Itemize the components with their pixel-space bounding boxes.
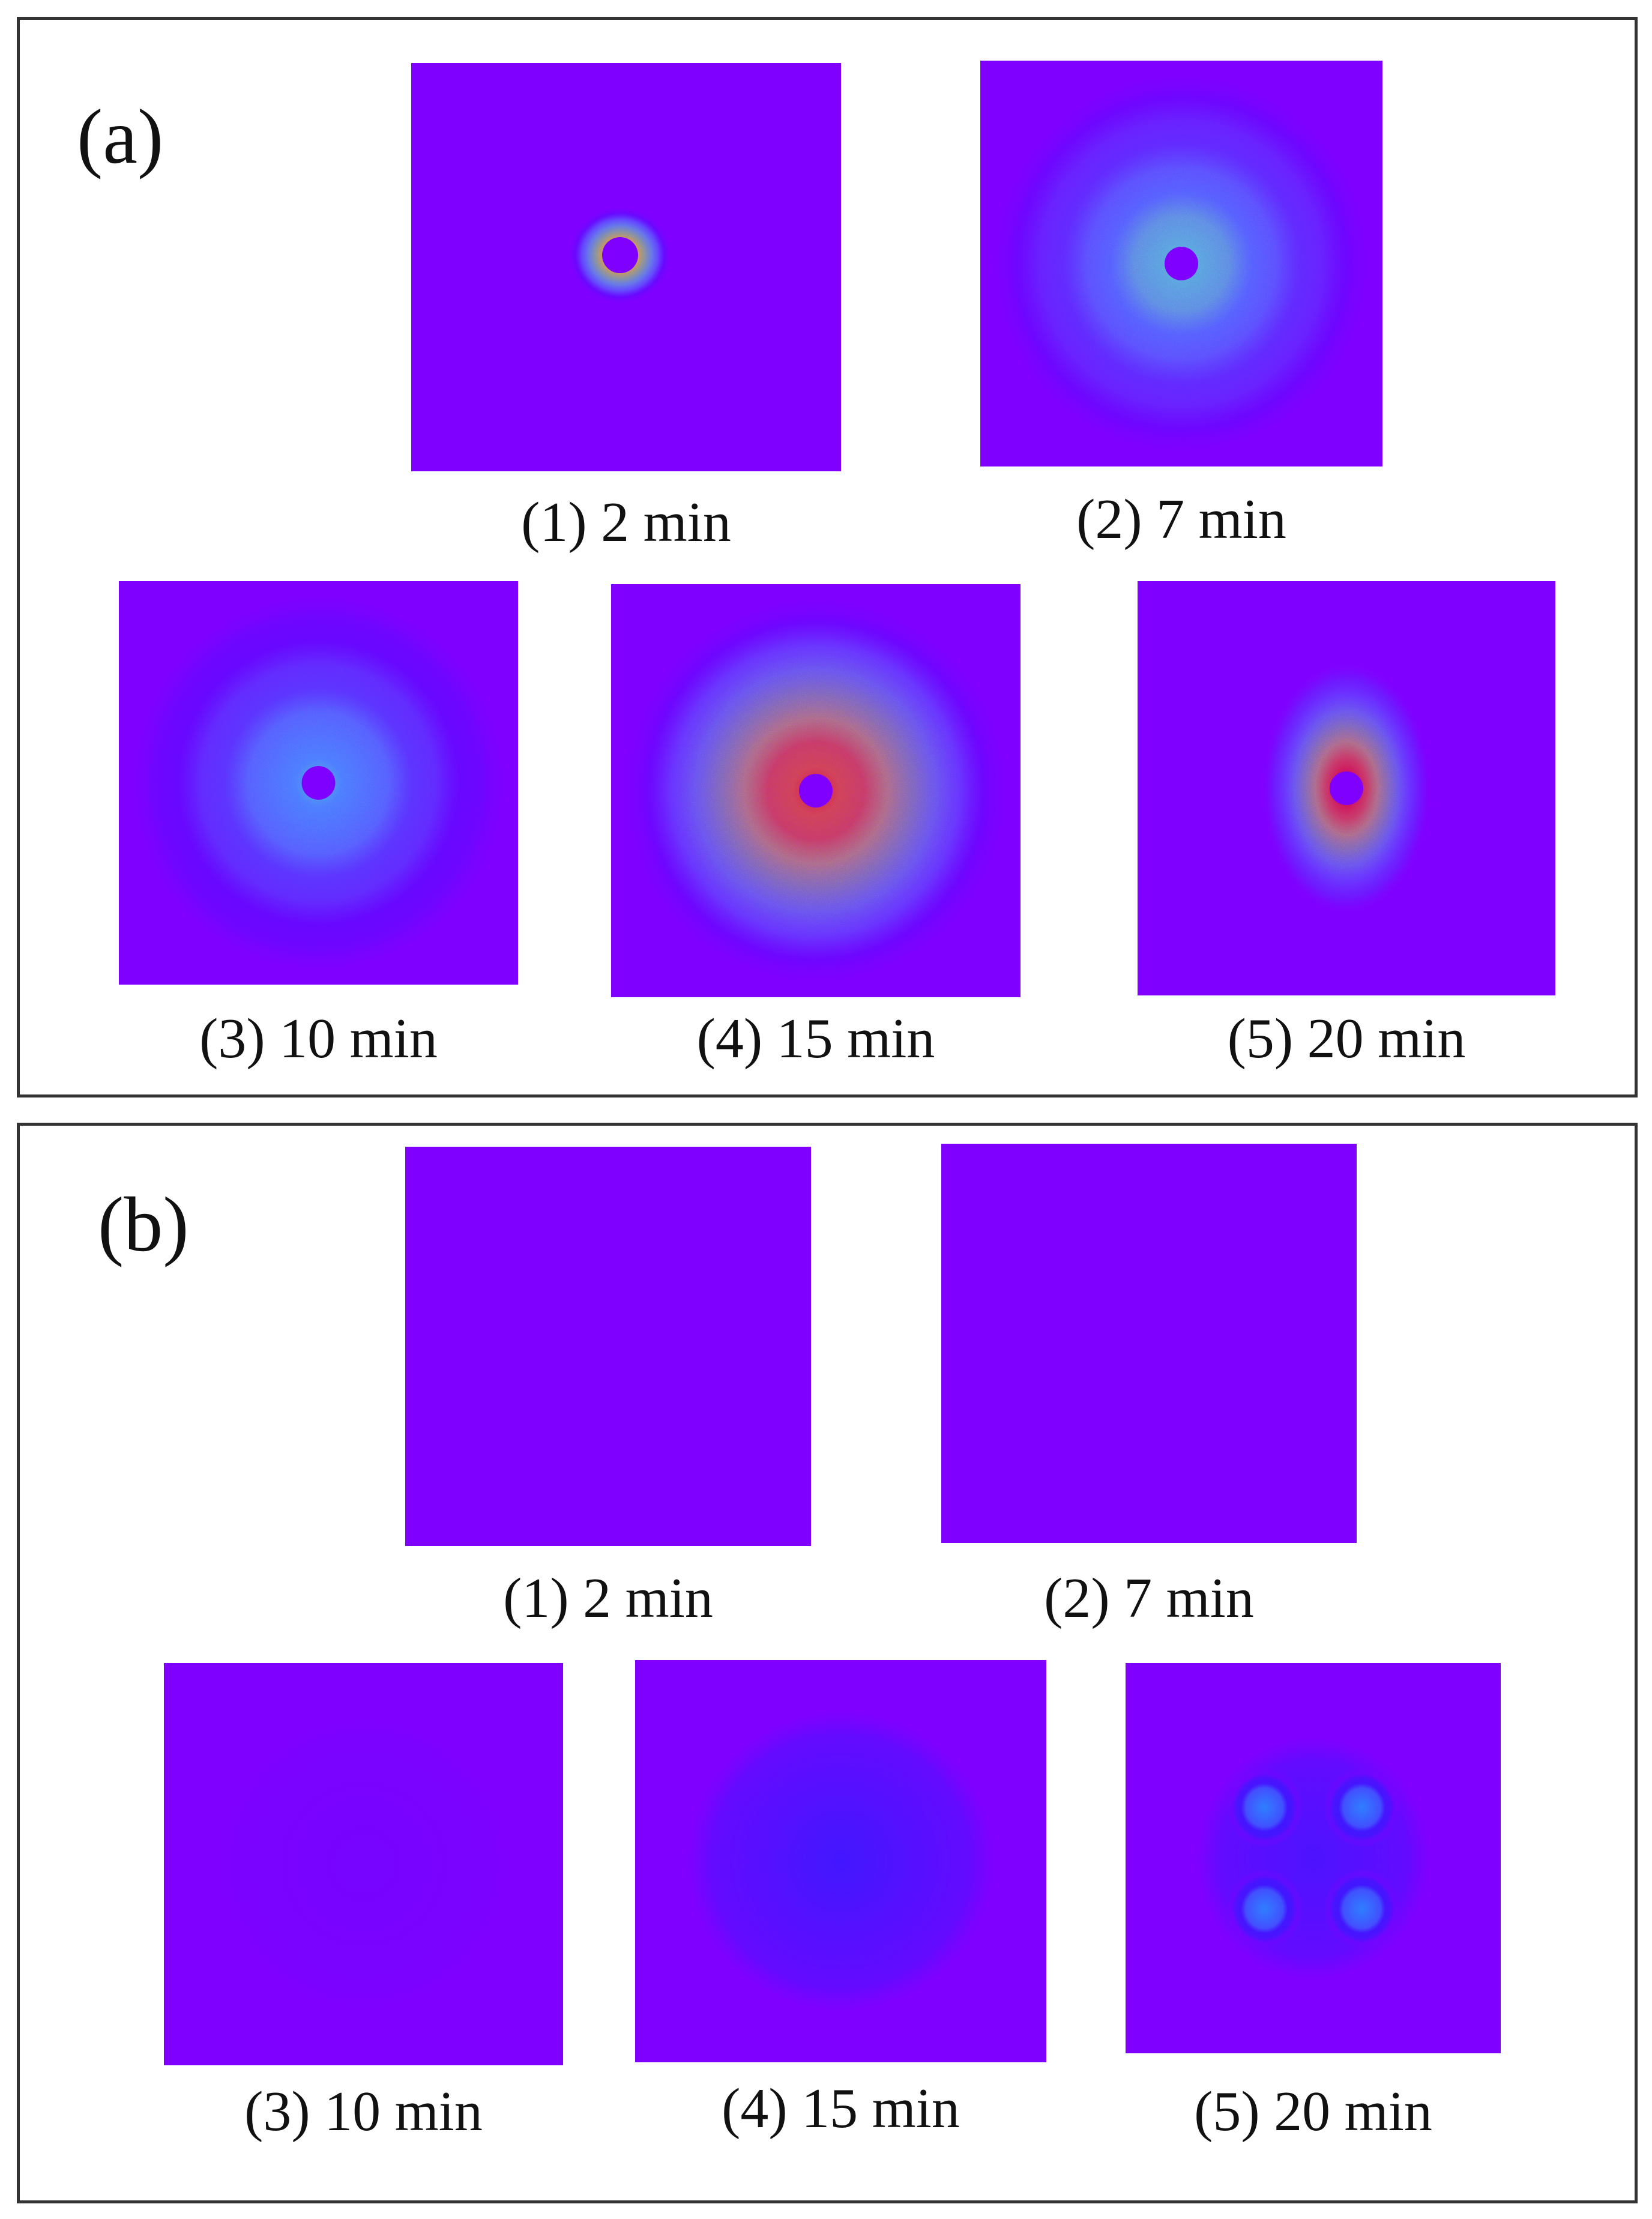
scattering-image-b-2min bbox=[405, 1147, 811, 1546]
image-background bbox=[941, 1144, 1357, 1543]
panel-b: (b) (1) 2 min (2) 7 min (3) 10 min (4) 1… bbox=[17, 1123, 1638, 2203]
caption-a-7min: (2) 7 min bbox=[1076, 488, 1286, 551]
caption-b-7min: (2) 7 min bbox=[1044, 1567, 1254, 1629]
caption-a-15min: (4) 15 min bbox=[696, 1007, 935, 1070]
beam-stop bbox=[799, 774, 833, 808]
caption-a-2min: (1) 2 min bbox=[521, 491, 731, 554]
image-background bbox=[405, 1147, 811, 1546]
caption-b-15min: (4) 15 min bbox=[722, 2077, 960, 2140]
scattering-halo bbox=[164, 1663, 563, 2065]
scattering-image-b-20min bbox=[1126, 1663, 1501, 2053]
scattering-lobe-speckle bbox=[1226, 1768, 1302, 1847]
scattering-lobe-speckle bbox=[1324, 1768, 1400, 1847]
caption-b-10min: (3) 10 min bbox=[244, 2080, 483, 2143]
scattering-image-a-7min bbox=[980, 61, 1382, 466]
scattering-lobe-speckle bbox=[1324, 1870, 1400, 1948]
scattering-image-a-2min bbox=[411, 63, 841, 471]
scattering-lobe-speckle bbox=[1226, 1870, 1302, 1948]
caption-a-10min: (3) 10 min bbox=[199, 1007, 438, 1070]
caption-b-2min: (1) 2 min bbox=[503, 1567, 713, 1629]
beam-stop bbox=[301, 766, 336, 800]
scattering-image-a-20min bbox=[1138, 581, 1555, 995]
beam-stop bbox=[1330, 771, 1363, 805]
scattering-image-b-15min bbox=[635, 1660, 1046, 2062]
scattering-halo bbox=[1126, 1663, 1501, 2053]
caption-a-20min: (5) 20 min bbox=[1227, 1007, 1466, 1070]
panel-label-a: (a) bbox=[77, 94, 164, 180]
beam-stop bbox=[1165, 247, 1198, 280]
scattering-image-a-15min bbox=[611, 584, 1020, 997]
scattering-image-a-10min bbox=[119, 581, 518, 985]
scattering-halo bbox=[635, 1660, 1046, 2062]
scattering-image-b-10min bbox=[164, 1663, 563, 2065]
beam-stop bbox=[602, 237, 638, 273]
panel-label-b: (b) bbox=[98, 1182, 189, 1268]
scattering-image-b-7min bbox=[941, 1144, 1357, 1543]
caption-b-20min: (5) 20 min bbox=[1194, 2080, 1432, 2143]
panel-a: (a) (1) 2 min (2) 7 min (3) 10 min (4) 1… bbox=[17, 17, 1638, 1097]
